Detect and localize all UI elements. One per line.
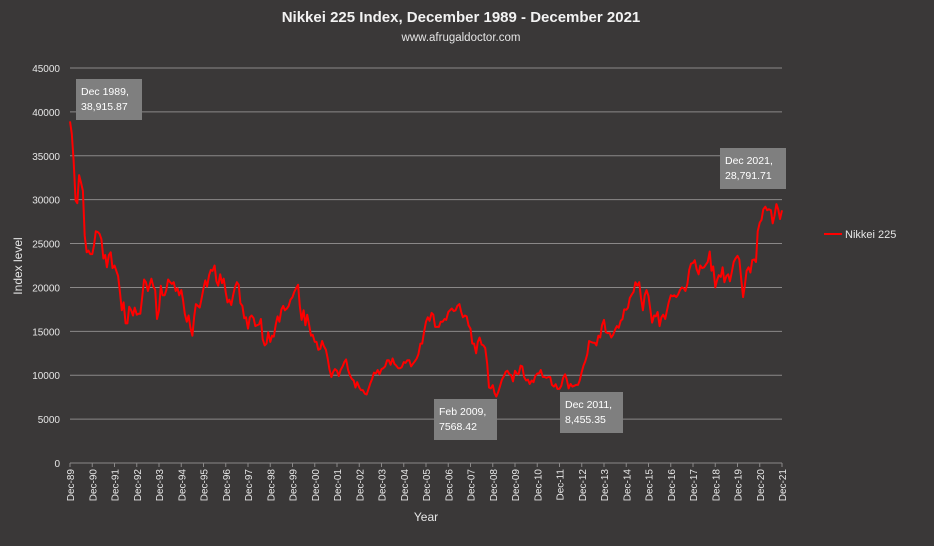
annotation-box [434,399,497,440]
x-tick-label: Dec-13 [600,469,611,502]
x-tick-label: Dec-20 [756,469,767,502]
x-tick-label: Dec-97 [244,469,255,502]
y-tick-label: 35000 [32,152,60,163]
annotation-feb-2009: Feb 2009, 7568.42 [434,399,497,440]
annotation-dec-1989: Dec 1989, 38,915.87 [76,79,142,120]
y-tick-label: 20000 [32,283,60,294]
annotation-box [76,79,142,120]
x-tick-label: Dec-89 [66,469,77,502]
x-tick-label: Dec-91 [111,469,122,502]
x-axis-title: Year [414,510,438,524]
y-tick-label: 10000 [32,371,60,382]
legend-label: Nikkei 225 [845,229,896,241]
x-tick-label: Dec-11 [556,469,567,501]
annotation-line1: Dec 2021, [725,155,773,167]
x-tick-label: Dec-18 [711,469,722,502]
annotation-line2: 38,915.87 [81,101,128,113]
x-tick-label: Dec-08 [489,469,500,502]
x-tick-label: Dec-07 [467,469,478,502]
x-tick-label: Dec-93 [155,469,166,502]
y-tick-label: 15000 [32,327,60,338]
x-tick-label: Dec-05 [422,469,433,502]
x-tick-label: Dec-98 [266,469,277,502]
annotation-line1: Feb 2009, [439,406,486,418]
x-axis-ticks: Dec-89 Dec-90 Dec-91 Dec-92 Dec-93 Dec-94 Dec-… [66,463,789,501]
x-tick-label: Dec-16 [667,469,678,502]
x-tick-label: Dec-12 [578,469,589,502]
x-tick-label: Dec-14 [622,469,633,502]
x-tick-label: Dec-95 [200,469,211,502]
x-tick-label: Dec-01 [333,469,344,502]
gridlines [70,67,782,464]
x-tick-label: Dec-96 [222,469,233,502]
x-tick-label: Dec-90 [88,469,99,502]
y-tick-label: 0 [54,459,60,470]
series-layer [69,121,783,398]
x-tick-label: Dec-09 [511,469,522,502]
x-tick-label: Dec-02 [355,469,366,502]
x-tick-label: Dec-03 [378,469,389,502]
y-axis-ticks: 0 5000 10000 15000 20000 25000 30000 35000 40000… [32,64,60,470]
x-tick-label: Dec-21 [778,469,789,502]
y-tick-label: 25000 [32,240,60,251]
x-tick-label: Dec-15 [645,469,656,502]
y-tick-label: 45000 [32,64,60,75]
annotation-line1: Dec 1989, [81,86,129,98]
x-tick-label: Dec-94 [177,469,188,502]
annotation-dec-2011: Dec 2011, 8,455.35 [560,392,623,433]
annotation-box [560,392,623,433]
annotation-line2: 8,455.35 [565,414,606,426]
y-axis-title: Index level [11,237,25,294]
x-tick-label: Dec-04 [400,469,411,502]
annotation-box [720,148,786,189]
x-tick-label: Dec-06 [444,469,455,502]
series-line-nikkei-225 [69,121,783,398]
annotation-line1: Dec 2011, [565,399,612,411]
x-tick-label: Dec-10 [533,469,544,502]
x-tick-label: Dec-92 [133,469,144,502]
y-tick-label: 30000 [32,196,60,207]
y-tick-label: 5000 [38,415,61,426]
x-tick-label: Dec-17 [689,469,700,502]
annotation-line2: 7568.42 [439,421,477,433]
chart-subtitle: www.afrugaldoctor.com [401,32,521,44]
annotation-line2: 28,791.71 [725,170,772,182]
y-tick-label: 40000 [32,108,60,119]
annotation-dec-2021: Dec 2021, 28,791.71 [720,148,786,189]
legend: Nikkei 225 [824,229,896,241]
x-tick-label: Dec-00 [311,469,322,502]
x-tick-label: Dec-19 [734,469,745,502]
chart-title: Nikkei 225 Index, December 1989 - Decemb… [282,9,641,26]
x-tick-label: Dec-99 [289,469,300,502]
